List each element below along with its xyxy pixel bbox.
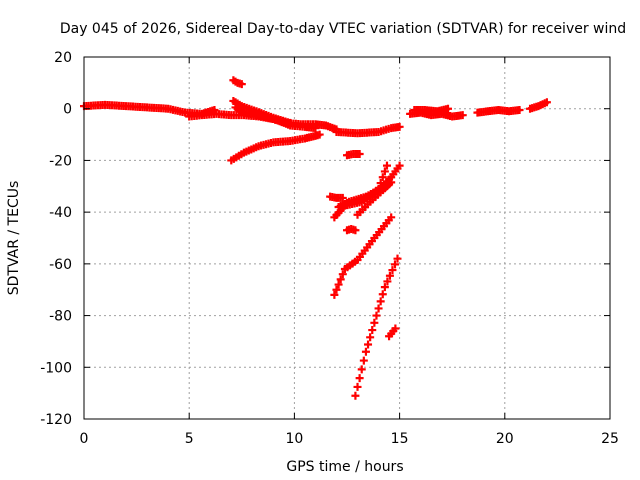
- data-point: [387, 213, 396, 222]
- data-point: [351, 391, 360, 400]
- y-tick-label: -120: [40, 412, 72, 428]
- data-point: [336, 275, 345, 284]
- plot-frame: [83, 56, 611, 420]
- data-point: [388, 266, 397, 275]
- data-point: [357, 365, 366, 374]
- data-point: [458, 111, 467, 120]
- data-point: [391, 324, 400, 333]
- data-point: [359, 356, 368, 365]
- data-point: [376, 179, 385, 188]
- data-point: [542, 98, 551, 107]
- data-point: [361, 347, 370, 356]
- data-point: [385, 271, 394, 280]
- data-point: [338, 193, 347, 202]
- axis-ticks: 0 5 10 15 20 25 20 0 -20 -40 -60 -80 -100 -120: [40, 50, 619, 447]
- chart-title: Day 045 of 2026, Sidereal Day-to-day VTE…: [60, 21, 626, 37]
- data-point: [395, 161, 404, 170]
- y-tick-label: -100: [40, 360, 72, 376]
- data-points: [80, 76, 551, 400]
- x-tick-label: 15: [391, 431, 409, 447]
- data-point: [390, 260, 399, 269]
- data-point: [315, 130, 324, 139]
- data-point: [334, 280, 343, 289]
- data-point: [374, 304, 383, 313]
- x-axis-label: GPS time / hours: [286, 459, 403, 475]
- data-point: [376, 297, 385, 306]
- data-point: [368, 326, 377, 335]
- data-point: [395, 122, 404, 131]
- data-point: [311, 124, 320, 133]
- data-point: [366, 333, 375, 342]
- data-point: [393, 254, 402, 263]
- data-point: [380, 283, 389, 292]
- data-point: [330, 290, 339, 299]
- data-point: [355, 374, 364, 383]
- x-tick-label: 0: [80, 431, 89, 447]
- data-point: [338, 270, 347, 279]
- data-point: [364, 340, 373, 349]
- x-tick-label: 25: [601, 431, 619, 447]
- x-tick-label: 5: [185, 431, 194, 447]
- y-axis-label: SDTVAR / TECUs: [6, 181, 22, 296]
- data-point: [351, 226, 360, 235]
- y-tick-label: -60: [49, 257, 72, 273]
- data-point: [443, 104, 452, 113]
- data-point: [515, 106, 524, 115]
- data-point: [237, 80, 246, 89]
- y-tick-label: -80: [49, 309, 72, 325]
- y-tick-label: 20: [54, 50, 72, 66]
- data-point: [355, 149, 364, 158]
- data-point: [378, 173, 387, 182]
- x-tick-label: 20: [496, 431, 514, 447]
- data-point: [382, 161, 391, 170]
- x-tick-label: 10: [285, 431, 303, 447]
- data-point: [380, 167, 389, 176]
- y-tick-label: -20: [49, 153, 72, 169]
- gridlines: [84, 57, 610, 419]
- data-point: [332, 285, 341, 294]
- data-point: [353, 382, 362, 391]
- data-point: [383, 277, 392, 286]
- data-point: [370, 318, 379, 327]
- data-point: [387, 178, 396, 187]
- data-point: [372, 311, 381, 320]
- y-tick-label: -40: [49, 205, 72, 221]
- y-tick-label: 0: [63, 102, 72, 118]
- data-point: [378, 290, 387, 299]
